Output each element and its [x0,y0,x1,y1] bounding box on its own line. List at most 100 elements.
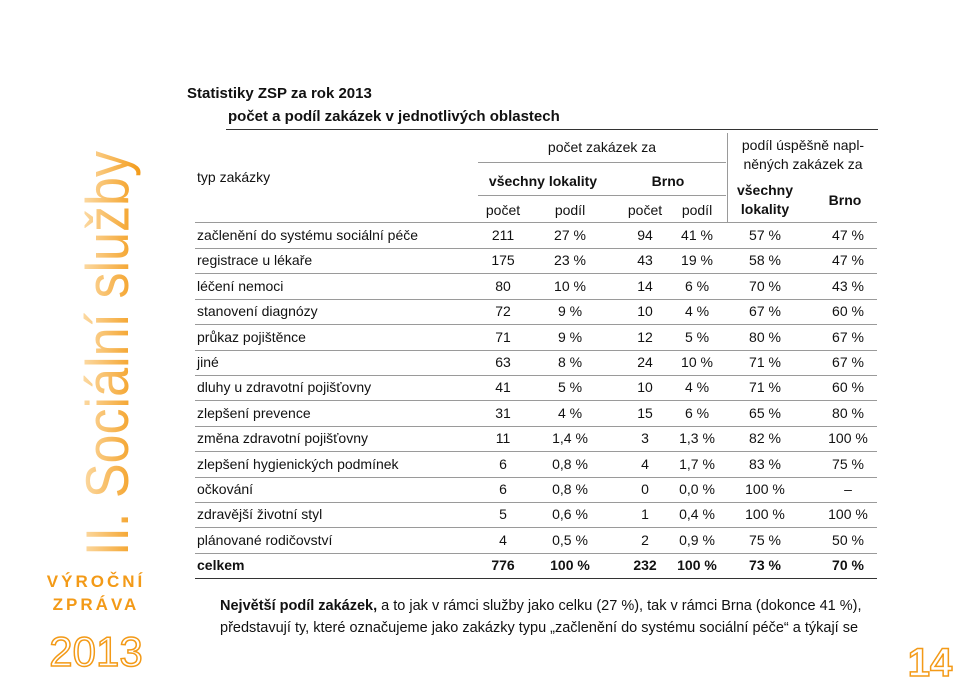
header-cell: podíl úspěšně napl- [741,137,865,153]
header-cell: lokality [740,201,790,217]
cell: 41 % [681,227,713,243]
header-cell: všechny lokality [488,173,598,189]
cell: 4 [641,455,649,472]
rule [195,476,877,478]
cell: 4 % [684,379,710,396]
rule [478,195,726,196]
cell: 60 % [832,303,864,320]
cell: 73 % [749,557,781,574]
cell: 47 % [832,227,864,243]
page-number: 14 [908,641,953,682]
cell: 65 % [749,404,781,421]
cell: 75 % [832,455,864,472]
cell: 60 % [832,379,864,396]
cell: 4 [499,531,507,548]
cell: 41 [495,379,511,396]
cell: 23 % [554,252,586,269]
row-label: začlenění do systému sociální péče [197,227,419,243]
header-cell: počet [627,202,663,218]
header-cell: Brno [828,192,862,208]
cell: 1,4 % [552,430,588,447]
rule [195,349,877,351]
report-label: VÝROČNÍ [47,572,145,591]
cell: 100 % [828,430,868,447]
header-cell: typ zakázky [197,169,271,185]
cell: 1,7 % [679,455,715,472]
cell: 72 [495,303,511,320]
title: Statistiky ZSP za rok 2013 [187,85,372,102]
cell: 10 [637,379,653,396]
cell: 10 % [554,277,586,294]
cell: 71 % [749,354,781,370]
cell: 6 % [684,404,710,421]
rule [195,425,877,427]
cell: 10 [637,303,653,320]
cell: 0,6 % [552,506,588,523]
cell: 0,5 % [552,531,588,548]
cell: 70 % [832,557,864,574]
row-label: stanovení diagnózy [197,303,318,320]
row-label: léčení nemoci [197,277,284,294]
rule [195,375,877,376]
cell: 4 % [684,303,710,320]
cell: 10 % [681,354,713,370]
rule [226,129,878,130]
cell: 5 [499,506,507,523]
cell: 100 % [745,481,785,497]
cell: 8 % [557,354,583,370]
cell: 5 % [684,328,710,345]
rule [478,162,726,163]
rule [195,451,877,453]
cell: 9 % [557,328,583,345]
header-cell: podíl [681,202,713,218]
header-cell: podíl [554,202,586,218]
header-cell: Brno [651,173,685,189]
cell: 100 % [828,506,868,523]
cell: 58 % [749,252,781,269]
cell: 27 % [554,227,586,243]
cell: 75 % [749,531,781,548]
cell: 14 [637,277,653,294]
section-title: II. Sociální služby [74,151,141,556]
row-label: plánované rodičovství [197,531,333,548]
header-cell: všechny [736,182,794,198]
note-text: a to jak v rámci služby jako celku (27 %… [377,598,862,614]
rule [195,400,877,402]
cell: 71 % [749,379,781,396]
rule [195,324,877,326]
cell: 11 [495,430,511,447]
year: 2013 [49,628,142,675]
header-cell: počet [485,202,521,218]
header-cell: něných zakázek za [743,156,863,172]
cell: 9 % [557,303,583,320]
row-label: zlepšení prevence [197,404,311,421]
cell: 0 [641,481,649,497]
cell: 24 [637,354,653,370]
cell: 70 % [749,277,781,294]
row-label: registrace u lékaře [197,252,313,269]
rule [195,527,877,529]
cell: 5 % [557,379,583,396]
cell: 6 % [684,277,710,294]
cell: 0,0 % [679,481,715,497]
cell: 67 % [749,303,781,320]
cell: 43 [637,252,653,269]
note-line: Největší podíl zakázek, a to jak v rámci… [220,598,861,614]
cell: 0,9 % [679,531,715,548]
cell: 100 % [745,506,785,523]
cell: 0,4 % [679,506,715,523]
header-cell: počet zakázek za [547,139,657,155]
row-label: zlepšení hygienických podmínek [197,455,399,472]
cell: 31 [495,404,511,421]
rule [195,273,877,275]
cell: 80 % [749,328,781,345]
cell: 12 [637,328,653,345]
cell: 67 % [832,354,864,370]
subtitle: počet a podíl zakázek v jednotlivých obl… [228,108,560,125]
row-label: dluhy u zdravotní pojišťovny [197,379,372,396]
cell: 6 [499,481,507,497]
cell: 100 % [550,557,590,574]
cell: 776 [491,557,515,574]
cell: 211 [491,227,515,243]
rule [195,502,877,503]
